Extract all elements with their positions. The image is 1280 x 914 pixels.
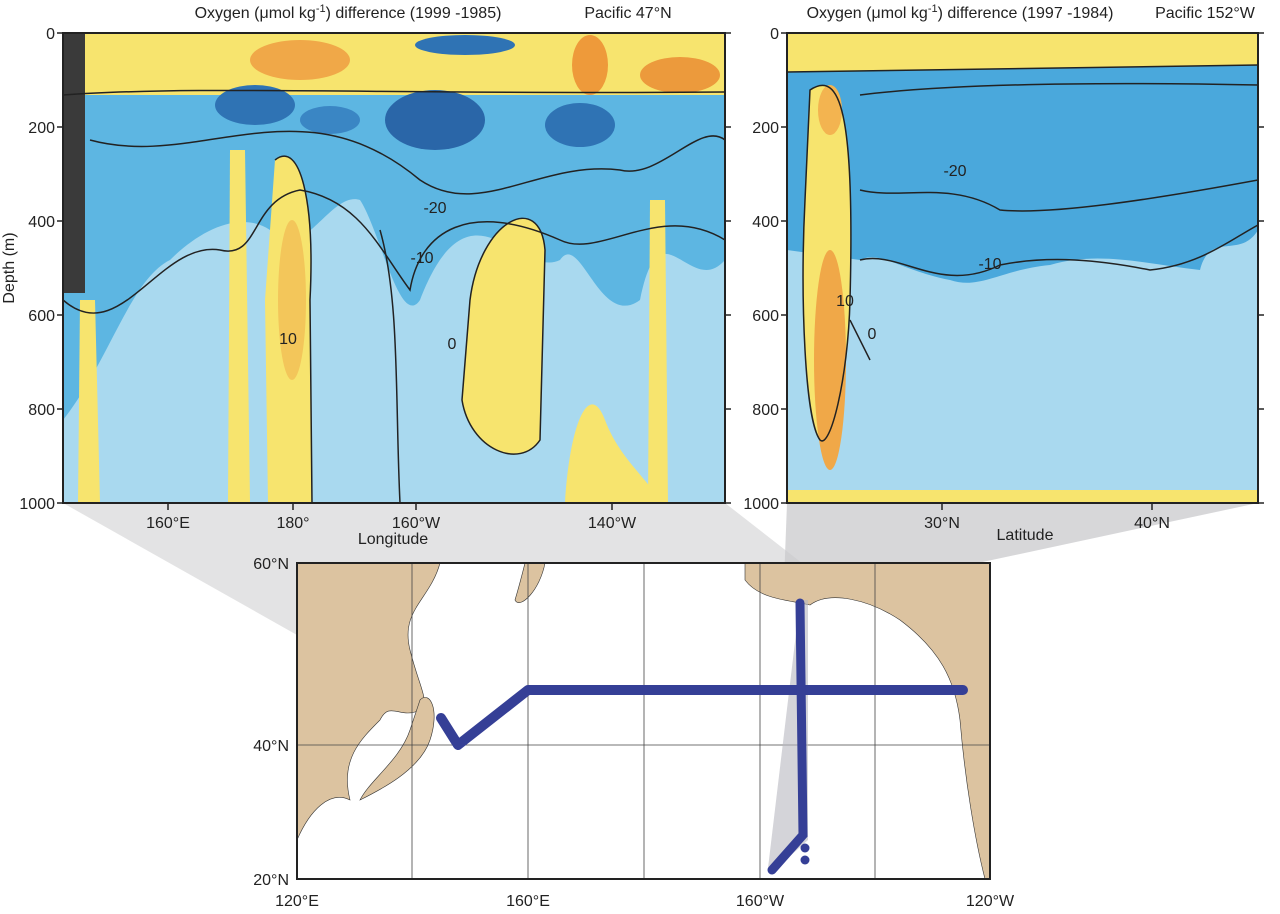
lat-label: 20°N [253, 872, 289, 889]
contour-label: -20 [943, 163, 966, 180]
x-tick-label: 160°E [146, 515, 190, 532]
y-tick-label: 400 [28, 214, 55, 231]
panel-region: Pacific 152°W [1155, 5, 1256, 22]
x-axis-label: Longitude [358, 531, 428, 548]
x-tick-label: 160°W [392, 515, 441, 532]
y-tick-label: 600 [752, 308, 779, 325]
lon-label: 120°E [275, 893, 319, 910]
section-field [787, 33, 1258, 503]
map-area [297, 563, 990, 879]
y-tick-label: 1000 [743, 496, 779, 513]
projection-wedge [773, 503, 1258, 872]
x-tick-label: 180° [276, 515, 309, 532]
y-tick-label: 0 [770, 26, 779, 43]
ship-track [436, 685, 968, 750]
y-tick-label: 200 [752, 120, 779, 137]
x-tick-label: 30°N [924, 515, 960, 532]
map-frame [296, 562, 991, 880]
lon-label: 160°E [506, 893, 550, 910]
contour-label: 0 [448, 336, 457, 353]
y-tick-label: 800 [28, 402, 55, 419]
y-tick-label: 0 [46, 26, 55, 43]
contour-label: 10 [279, 331, 297, 348]
x-tick-label: 40°N [1134, 515, 1170, 532]
contour-label: -10 [410, 250, 433, 267]
contour-label: -10 [978, 256, 1001, 273]
x-axis-label: Latitude [997, 527, 1054, 544]
y-tick-label: 1000 [19, 496, 55, 513]
panel-region: Pacific 47°N [584, 5, 671, 22]
x-tick-label: 140°W [588, 515, 637, 532]
panel-title: Oxygen (μmol kg-1) difference (1999 -198… [195, 3, 502, 22]
y-tick-label: 400 [752, 214, 779, 231]
contour-label: 0 [868, 326, 877, 343]
y-tick-label: 600 [28, 308, 55, 325]
lat-label: 40°N [253, 738, 289, 755]
plot-frame [786, 32, 1259, 504]
lat-label: 60°N [253, 556, 289, 573]
ship-track [767, 598, 808, 875]
contour-label: 10 [836, 293, 854, 310]
y-tick-label: 200 [28, 120, 55, 137]
panel-title: Oxygen (μmol kg-1) difference (1997 -198… [807, 3, 1114, 22]
plot-frame [62, 32, 726, 504]
lon-label: 120°W [966, 893, 1015, 910]
section-field [63, 33, 725, 503]
y-axis-label: Depth (m) [1, 232, 18, 303]
y-tick-label: 800 [752, 402, 779, 419]
lon-label: 160°W [736, 893, 785, 910]
contour-label: -20 [423, 200, 446, 217]
